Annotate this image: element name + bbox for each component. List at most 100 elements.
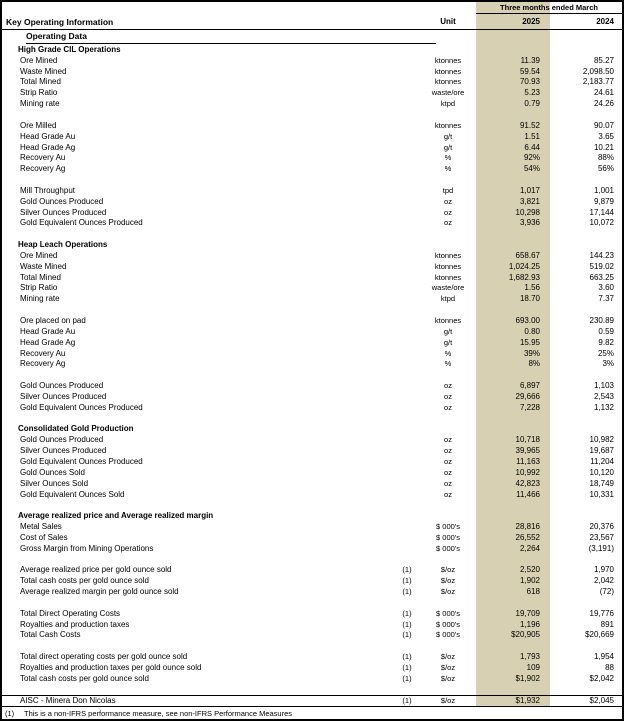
unit-cell: $/oz <box>440 663 456 673</box>
footnote-ref: (1) <box>402 696 412 706</box>
unit-cell: % <box>444 164 452 174</box>
table-row: Gold Equivalent Ounces Produced oz 3,936 10… <box>2 218 622 229</box>
footnote-marker: (1) <box>5 708 15 718</box>
unit-cell: ktonnes <box>434 77 462 87</box>
value-2025: 0.80 <box>524 326 540 336</box>
unit-cell: $/oz <box>440 565 456 575</box>
value-2024: $2,042 <box>589 673 614 683</box>
unit-cell: $ 000's <box>436 630 460 640</box>
table-row: Gold Ounces Produced oz 6,897 1,103 <box>2 380 622 391</box>
table-row: Head Grade Ag g/t 15.95 9.82 <box>2 337 622 348</box>
row-label: Ore placed on pad <box>20 316 86 326</box>
value-2024: 9,879 <box>593 196 614 206</box>
unit-cell: ktpd <box>440 294 456 304</box>
value-2024: 19,687 <box>589 446 614 456</box>
unit-cell: $ 000's <box>436 522 460 532</box>
unit-cell: $ 000's <box>436 608 460 618</box>
value-2025: 1,017 <box>519 185 540 195</box>
value-2024: 24.61 <box>593 88 614 98</box>
value-2025: 1.56 <box>524 283 540 293</box>
value-2025: 1,682.93 <box>508 272 540 282</box>
unit-cell: waste/ore <box>431 88 465 98</box>
table-row: Total cash costs per gold ounce sold (1) $… <box>2 575 622 586</box>
section-title-row: Heap Leach Operations <box>2 239 622 250</box>
unit-cell: oz <box>444 196 452 206</box>
table-row: Total Mined ktonnes 70.93 2,183.77 <box>2 77 622 88</box>
row-label: Silver Ounces Produced <box>20 391 107 401</box>
spacer-row <box>2 228 622 239</box>
section-title-row: High Grade CIL Operations <box>2 44 622 55</box>
spacer-row <box>2 109 622 120</box>
value-2025: 3,821 <box>519 196 540 206</box>
value-2025: 70.93 <box>519 77 540 87</box>
unit-cell: % <box>444 359 452 369</box>
value-2024: 17,144 <box>589 207 614 217</box>
unit-cell: g/t <box>443 326 453 336</box>
value-2025: 109 <box>526 663 540 673</box>
value-2024: 3.65 <box>598 131 614 141</box>
spacer-row <box>2 640 622 651</box>
unit-cell: tpd <box>442 185 454 195</box>
value-2025: 1.51 <box>524 131 540 141</box>
row-label: Head Grade Au <box>20 326 76 336</box>
value-2025: 28,816 <box>515 522 540 532</box>
table-row: Royalties and production taxes per gold … <box>2 662 622 673</box>
unit-cell: $/oz <box>440 587 456 597</box>
value-2025: 10,718 <box>515 435 540 445</box>
unit-cell: g/t <box>443 131 453 141</box>
row-label: Strip Ratio <box>20 283 58 293</box>
row-label: Gold Ounces Produced <box>20 381 104 391</box>
value-2024: (3,191) <box>588 543 614 553</box>
unit-cell: oz <box>444 435 452 445</box>
row-label: Metal Sales <box>20 522 62 532</box>
period-label: Three months ended March <box>476 3 622 14</box>
value-2024: 9.82 <box>598 337 614 347</box>
value-2025: 0.79 <box>524 99 540 109</box>
row-label: Silver Ounces Produced <box>20 446 107 456</box>
value-2024: 20,376 <box>589 522 614 532</box>
value-2025: 15.95 <box>519 337 540 347</box>
row-label: Gross Margin from Mining Operations <box>20 543 154 553</box>
unit-cell: oz <box>444 391 452 401</box>
row-label: Average realized margin per gold ounce s… <box>20 587 179 597</box>
footnote-row: (1) This is a non-IFRS performance measu… <box>2 706 622 719</box>
row-label: Gold Equivalent Ounces Sold <box>20 489 125 499</box>
unit-cell: $ 000's <box>436 619 460 629</box>
table-row: Recovery Au% 39% 25% <box>2 348 622 359</box>
unit-cell: ktonnes <box>434 261 462 271</box>
row-label: Ore Mined <box>20 55 58 65</box>
spacer-row <box>2 684 622 695</box>
spacer-row <box>2 597 622 608</box>
footnote-ref: (1) <box>402 576 412 586</box>
value-2024: 3.60 <box>598 283 614 293</box>
value-2024: 11,204 <box>590 456 614 466</box>
value-2025: 618 <box>526 587 540 597</box>
value-2024: 3% <box>602 359 614 369</box>
value-2024: 24.26 <box>593 99 614 109</box>
row-label: Royalties and production taxes <box>20 619 130 629</box>
value-2025: 6.44 <box>524 142 540 152</box>
value-2025: 1,793 <box>519 652 540 662</box>
value-2025: 6,897 <box>519 381 540 391</box>
row-label: Recovery Ag <box>20 164 66 174</box>
row-label: Recovery Au <box>20 348 66 358</box>
table-row: Waste Mined ktonnes 59.54 2,098.50 <box>2 66 622 77</box>
table-row: Silver Ounces Produced oz 39,965 19,687 <box>2 445 622 456</box>
value-2025: 39% <box>523 348 540 358</box>
value-2024: 7.37 <box>598 294 614 304</box>
value-2024: 88% <box>597 153 614 163</box>
row-label: Royalties and production taxes per gold … <box>20 663 202 673</box>
unit-cell: ktonnes <box>434 272 462 282</box>
value-2024: 10.21 <box>593 142 614 152</box>
unit-cell: $ 000's <box>436 532 460 542</box>
row-label: Gold Equivalent Ounces Produced <box>20 456 143 466</box>
row-label: Total Cash Costs <box>20 630 81 640</box>
value-2025: 2,520 <box>519 565 540 575</box>
table-row: Mining rate ktpd 18.70 7.37 <box>2 293 622 304</box>
table-row: Total direct operating costs per gold ou… <box>2 651 622 662</box>
column-header-row: Key Operating Information Unit 2025 2024 <box>2 14 622 30</box>
row-label: Waste Mined <box>20 261 67 271</box>
year-2024-header: 2024 <box>596 17 614 26</box>
row-label: Total cash costs per gold ounce sold <box>20 673 149 683</box>
value-2024: (72) <box>599 587 614 597</box>
